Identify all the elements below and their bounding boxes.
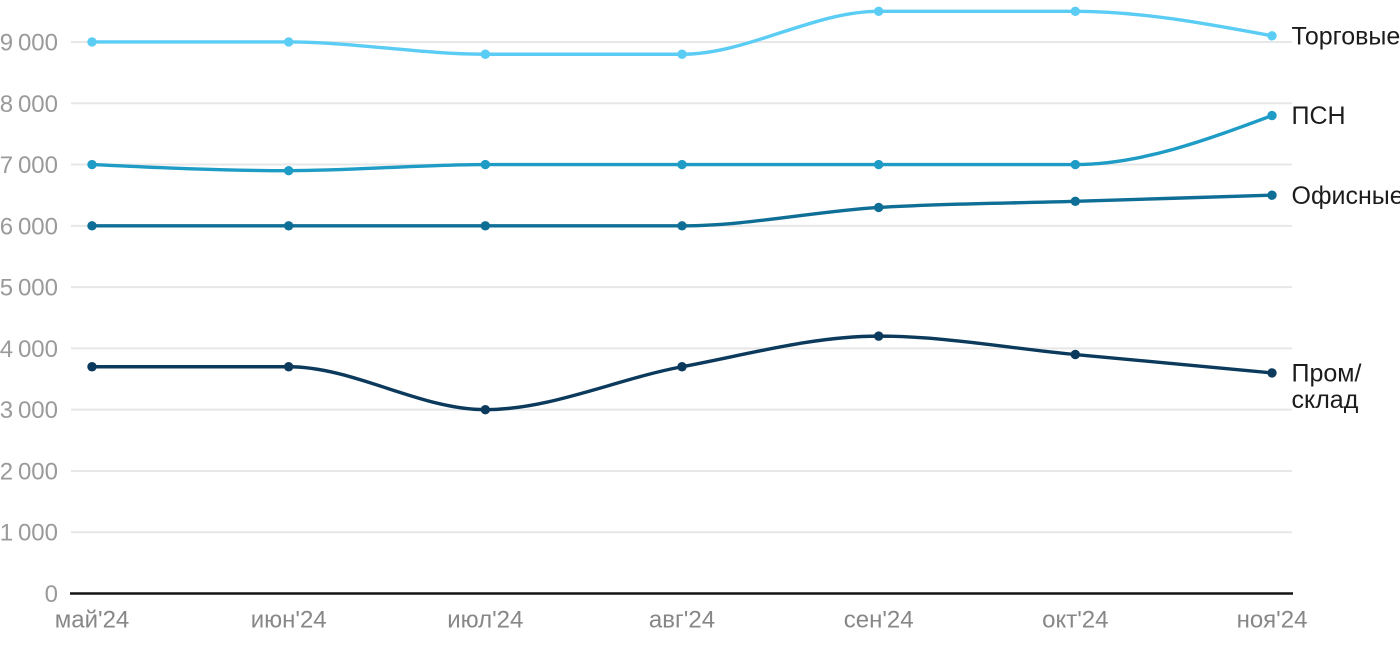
svg-text:1 000: 1 000 [0, 520, 58, 547]
svg-text:0: 0 [45, 581, 58, 608]
svg-text:июн'24: июн'24 [251, 607, 327, 634]
svg-text:Офисные: Офисные [1292, 182, 1400, 210]
svg-text:7 000: 7 000 [0, 152, 58, 179]
svg-text:ПСН: ПСН [1292, 102, 1346, 130]
svg-text:окт'24: окт'24 [1042, 607, 1108, 634]
svg-text:склад: склад [1292, 386, 1359, 414]
svg-text:май'24: май'24 [55, 607, 130, 634]
svg-text:6 000: 6 000 [0, 213, 58, 240]
svg-text:июл'24: июл'24 [447, 607, 523, 634]
svg-text:2 000: 2 000 [0, 459, 58, 486]
svg-text:ноя'24: ноя'24 [1237, 607, 1308, 634]
svg-text:9 000: 9 000 [0, 30, 58, 57]
svg-text:Торговые: Торговые [1292, 23, 1400, 51]
svg-text:4 000: 4 000 [0, 336, 58, 363]
svg-text:авг'24: авг'24 [649, 607, 715, 634]
svg-text:3 000: 3 000 [0, 397, 58, 424]
svg-text:5 000: 5 000 [0, 275, 58, 302]
svg-text:сен'24: сен'24 [844, 607, 914, 634]
svg-text:8 000: 8 000 [0, 91, 58, 118]
svg-text:Пром/: Пром/ [1292, 359, 1362, 387]
